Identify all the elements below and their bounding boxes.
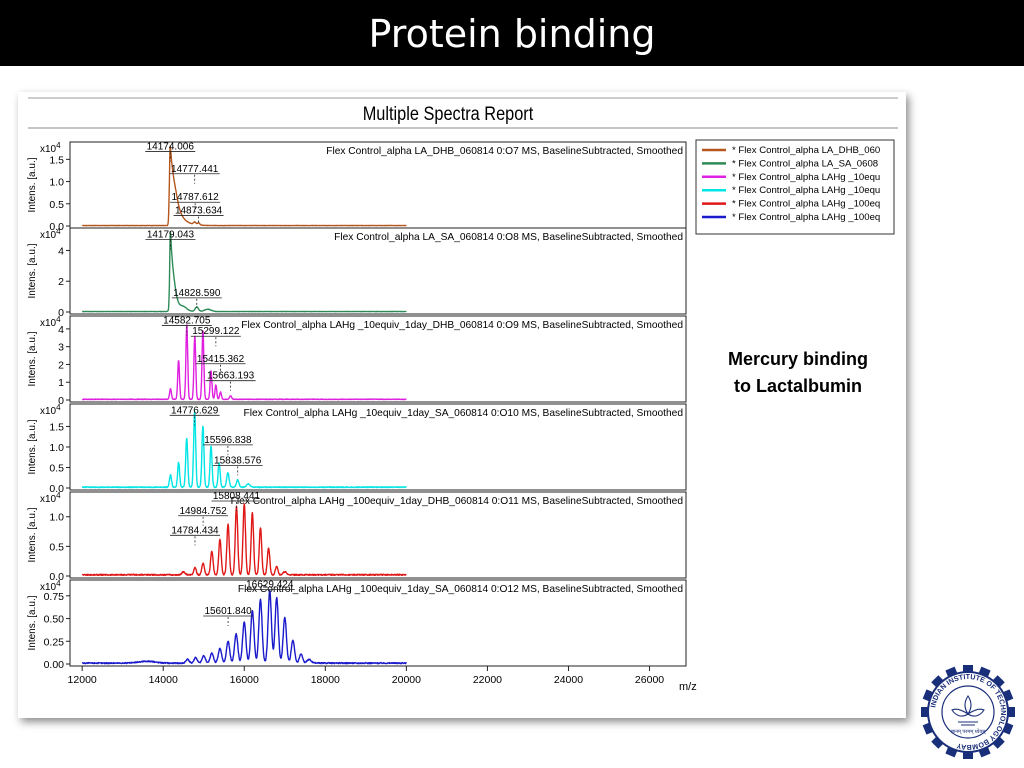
peak-label: 14174.006: [147, 142, 195, 153]
slide-title-bar: Protein binding: [0, 0, 1024, 66]
y-tick-label: 1: [58, 377, 64, 389]
y-axis-label: Intens. [a.u.]: [27, 243, 38, 298]
legend-entry: * Flex Control_alpha LAHg _100eq: [732, 199, 880, 210]
legend-entry: * Flex Control_alpha LAHg _10equ: [732, 185, 880, 196]
panel-name: Flex Control_alpha LAHg _10equiv_1day_DH…: [241, 320, 683, 331]
spectra-report-figure: Multiple Spectra Report 0.0 0.5 1.0 1.5 Inte…: [18, 92, 906, 718]
y-axis-label: Intens. [a.u.]: [27, 507, 38, 562]
y-tick-label: 4: [58, 324, 64, 336]
peak-label: 15415.362: [197, 354, 245, 365]
panel-name: Flex Control_alpha LAHg _10equiv_1day_SA…: [244, 408, 684, 419]
x-axis-label: m/z: [679, 681, 697, 693]
side-note-line-1: Mercury binding: [708, 346, 888, 373]
chart-title: Multiple Spectra Report: [363, 103, 534, 124]
peak-label: 15663.193: [207, 371, 255, 382]
panel-name: Flex Control_alpha LAHg _100equiv_1day_D…: [231, 496, 684, 507]
spectrum-trace: [82, 146, 406, 226]
logo-motto: ज्ञानम् परमम् ध्येयम्: [951, 728, 987, 735]
iit-bombay-logo: INDIAN INSTITUTE OF TECHNOLOGY BOMBAY ज्…: [918, 662, 1018, 762]
y-tick-label: 4: [58, 245, 64, 257]
peak-label: 14784.434: [171, 525, 219, 536]
spectrum-trace: [82, 591, 406, 664]
y-tick-label: 0.00: [44, 659, 65, 671]
x-tick-label: 18000: [311, 674, 340, 686]
y-tick-label: 0.50: [44, 614, 65, 626]
x-tick-label: 14000: [149, 674, 178, 686]
x-tick-label: 26000: [635, 674, 664, 686]
y-axis-label: Intens. [a.u.]: [27, 419, 38, 474]
y-tick-label: 0.5: [49, 462, 64, 474]
y-tick-label: 2: [58, 359, 64, 371]
y-tick-label: 1.0: [49, 177, 64, 189]
spectrum-panel-4: 0.00.51.01.5Intens. [a.u.]x104Flex Contr…: [27, 403, 686, 495]
y-multiplier: x104: [40, 491, 61, 505]
peak-label: 15299.122: [192, 326, 240, 337]
spectrum-panel-1: 0.0 0.5 1.0 1.5 Intens. [a.u.]x104 Flex Contr…: [27, 141, 686, 233]
y-axis-label: Intens. [a.u.]: [27, 595, 38, 650]
spectrum-panel-2: 0 2 4 Intens. [a.u.]x104 Flex Control_alpha …: [27, 227, 686, 319]
x-tick-label: 12000: [68, 674, 97, 686]
legend-entry: * Flex Control_alpha LA_SA_0608: [732, 158, 878, 169]
y-tick-label: 1.0: [49, 442, 64, 454]
y-axis-label: Intens. [a.u.]: [27, 331, 38, 386]
spectrum-panel-3: 0 1 2 3 4 Intens. [a.u.]x104 Flex Control_alph…: [27, 315, 686, 407]
x-tick-label: 24000: [554, 674, 583, 686]
y-tick-label: 3: [58, 342, 64, 354]
peak-label: 14873.634: [175, 206, 223, 217]
y-multiplier: x104: [40, 141, 61, 155]
spectrum-trace: [82, 504, 406, 575]
spectrum-panel-6: 0.00 0.25 0.50 0.75 Intens. [a.u.]x104 Flex C…: [27, 579, 686, 671]
peak-label: 15808.441: [213, 491, 261, 502]
legend-entry: * Flex Control_alpha LA_DHB_060: [732, 145, 880, 156]
x-axis: 12000 14000 16000 18000 20000 22000 24000 26000: [68, 666, 665, 686]
spectrum-trace: [82, 412, 406, 488]
peak-label: 14984.752: [179, 506, 227, 517]
y-tick-label: 0.5: [49, 199, 64, 211]
spectrum-trace: [82, 325, 406, 400]
side-note-line-2: to Lactalbumin: [708, 373, 888, 400]
y-tick-label: 1.0: [49, 512, 64, 524]
side-note: Mercury binding to Lactalbumin: [708, 346, 888, 400]
panel-name: Flex Control_alpha LA_DHB_060814 0:O7 MS…: [326, 146, 683, 157]
legend: * Flex Control_alpha LA_DHB_060 * Flex Co…: [696, 140, 894, 234]
y-multiplier-exponent: 4: [56, 227, 61, 236]
y-tick-label: 0.5: [49, 541, 64, 553]
multiple-spectra-chart: Multiple Spectra Report 0.0 0.5 1.0 1.5 Inte…: [18, 92, 906, 718]
peak-label: 14776.629: [171, 405, 219, 416]
peak-label: 15596.838: [204, 435, 252, 446]
y-multiplier-exponent: 4: [56, 141, 61, 150]
peak-label: 14828.590: [173, 288, 221, 299]
panel-name: Flex Control_alpha LAHg _100equiv_1day_S…: [238, 584, 683, 595]
legend-entry: * Flex Control_alpha LAHg _10equ: [732, 172, 880, 183]
peak-label: 16629.424: [246, 580, 294, 591]
peak-label: 15601.840: [204, 606, 252, 617]
y-multiplier-exponent: 4: [56, 315, 61, 324]
x-tick-label: 22000: [473, 674, 502, 686]
slide-title: Protein binding: [0, 0, 1024, 68]
x-tick-label: 20000: [392, 674, 421, 686]
peak-label: 14777.441: [171, 164, 219, 175]
panel-name: Flex Control_alpha LA_SA_060814 0:O8 MS,…: [334, 232, 683, 243]
peak-label: 14787.612: [171, 192, 219, 203]
legend-entry: * Flex Control_alpha LAHg _100eq: [732, 212, 880, 223]
spectrum-panel-5: 0.0 0.5 1.0 Intens. [a.u.]x104 Flex Control_…: [27, 491, 686, 583]
y-multiplier: x104: [40, 403, 61, 417]
y-tick-label: 2: [58, 276, 64, 288]
y-multiplier: x104: [40, 227, 61, 241]
y-multiplier-exponent: 4: [56, 491, 61, 500]
peak-label: 14179.043: [147, 229, 195, 240]
y-axis-label: Intens. [a.u.]: [27, 157, 38, 212]
y-tick-label: 0.25: [44, 636, 65, 648]
y-multiplier-exponent: 4: [56, 579, 61, 588]
y-tick-label: 1.5: [49, 421, 64, 433]
spectrum-trace: [82, 232, 406, 312]
peak-label: 15838.576: [214, 455, 262, 466]
y-tick-label: 1.5: [49, 154, 64, 166]
peak-label: 14582.705: [163, 316, 211, 327]
y-multiplier-exponent: 4: [56, 403, 61, 412]
x-tick-label: 16000: [230, 674, 259, 686]
